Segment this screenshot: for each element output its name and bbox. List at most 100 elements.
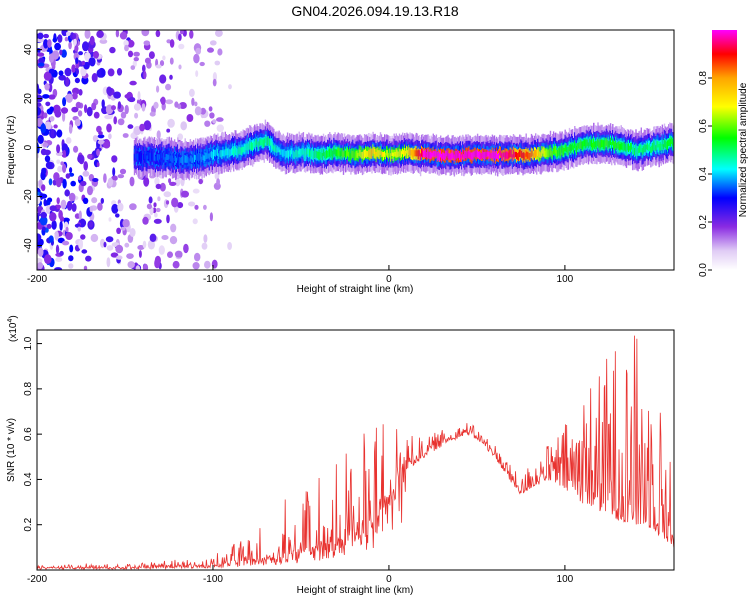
ridge-cell [461, 154, 463, 162]
noise-speckle [106, 86, 112, 95]
ridge-cell [625, 146, 628, 152]
ridge-cell [516, 152, 518, 159]
ridge-cell [239, 147, 241, 154]
noise-speckle [153, 101, 159, 109]
noise-speckle [54, 230, 59, 241]
ridge-cell [530, 150, 533, 157]
ridge-cell [668, 139, 670, 146]
ridge-cell [583, 139, 585, 147]
snr-frame [36, 329, 675, 571]
ridge-cell [289, 149, 291, 157]
ridge-cell [179, 157, 181, 165]
ridge-cell [201, 156, 203, 163]
ridge-cell [441, 153, 443, 162]
ridge-cell [379, 148, 382, 155]
noise-speckle [166, 39, 171, 44]
ridge-cell [549, 147, 552, 156]
noise-speckle [178, 33, 182, 41]
ridge-cell [383, 152, 385, 160]
ridge-cell [467, 151, 469, 159]
ridge-cell [482, 150, 484, 159]
noise-speckle [75, 57, 79, 64]
noise-speckle [49, 116, 55, 122]
noise-speckle [78, 210, 82, 220]
ridge-cell [606, 139, 609, 149]
ridge-cell [500, 150, 502, 157]
ridge-cell [558, 148, 560, 156]
ridge-cell [182, 156, 184, 165]
noise-speckle [117, 174, 125, 179]
ridge-cell [336, 149, 338, 158]
noise-speckle [103, 141, 111, 149]
noise-speckle [117, 202, 124, 212]
ridge-cell [180, 157, 182, 163]
noise-speckle [82, 41, 89, 52]
noise-speckle [71, 64, 76, 73]
noise-speckle [115, 213, 120, 218]
noise-speckle [70, 180, 76, 187]
ridge-cell [653, 140, 655, 151]
noise-speckle [177, 202, 184, 209]
ridge-cell [648, 144, 650, 152]
ridge-cell [561, 145, 563, 153]
noise-speckle [57, 34, 63, 43]
ridge-cell [225, 146, 227, 156]
ridge-cell [306, 148, 309, 155]
noise-speckle [74, 45, 79, 52]
ridge-cell [519, 149, 521, 157]
ridge-cell [589, 140, 592, 146]
ridge-cell [321, 152, 324, 160]
ridge-cell [199, 153, 201, 161]
ridge-cell [237, 148, 239, 157]
noise-speckle [139, 123, 146, 132]
noise-speckle [165, 200, 170, 205]
colorbar-gradient [712, 30, 737, 270]
ridge-cell [246, 143, 249, 151]
ridge-cell [161, 150, 163, 158]
noise-speckle [37, 88, 42, 95]
ridge-cell [536, 149, 538, 157]
noise-speckle [49, 205, 57, 212]
noise-speckle [81, 60, 86, 66]
noise-speckle [37, 62, 45, 67]
noise-speckle [51, 220, 57, 230]
ridge-cell [377, 150, 380, 157]
ridge-cell [426, 152, 428, 158]
noise-speckle [195, 70, 199, 77]
noise-speckle [49, 212, 57, 222]
ridge-cell [138, 154, 140, 163]
ridge-cell [331, 148, 333, 157]
noise-speckle [62, 97, 67, 107]
noise-speckle [69, 244, 74, 253]
noise-speckle [214, 60, 221, 66]
noise-speckle [166, 214, 170, 224]
ridge-cell [629, 145, 631, 151]
noise-speckle [59, 250, 64, 256]
ridge-cell [551, 151, 554, 158]
noise-speckle [42, 226, 46, 231]
ridge-cell [555, 146, 557, 154]
ridge-cell [479, 151, 481, 160]
ridge-cell [371, 148, 373, 159]
noise-speckle [90, 233, 99, 243]
noise-speckle [116, 68, 123, 76]
ridge-cell [543, 146, 545, 157]
noise-speckle [39, 193, 48, 199]
ridge-cell [466, 152, 468, 159]
ridge-cell [330, 148, 332, 158]
noise-speckle [148, 51, 155, 59]
ridge-cell [281, 149, 283, 157]
ridge-cell [372, 148, 374, 154]
ridge-cell [410, 150, 412, 156]
noise-speckle [103, 241, 107, 248]
ridge-cell [185, 155, 187, 164]
ridge-cell [275, 144, 277, 153]
ridge-cell [234, 146, 236, 154]
noise-speckle [69, 167, 73, 174]
noise-speckle [80, 180, 87, 187]
ridge-cell [532, 153, 535, 161]
noise-speckle [50, 128, 55, 139]
ridge-cell [227, 148, 230, 156]
noise-speckle [124, 104, 129, 115]
ridge-cell [381, 152, 384, 157]
